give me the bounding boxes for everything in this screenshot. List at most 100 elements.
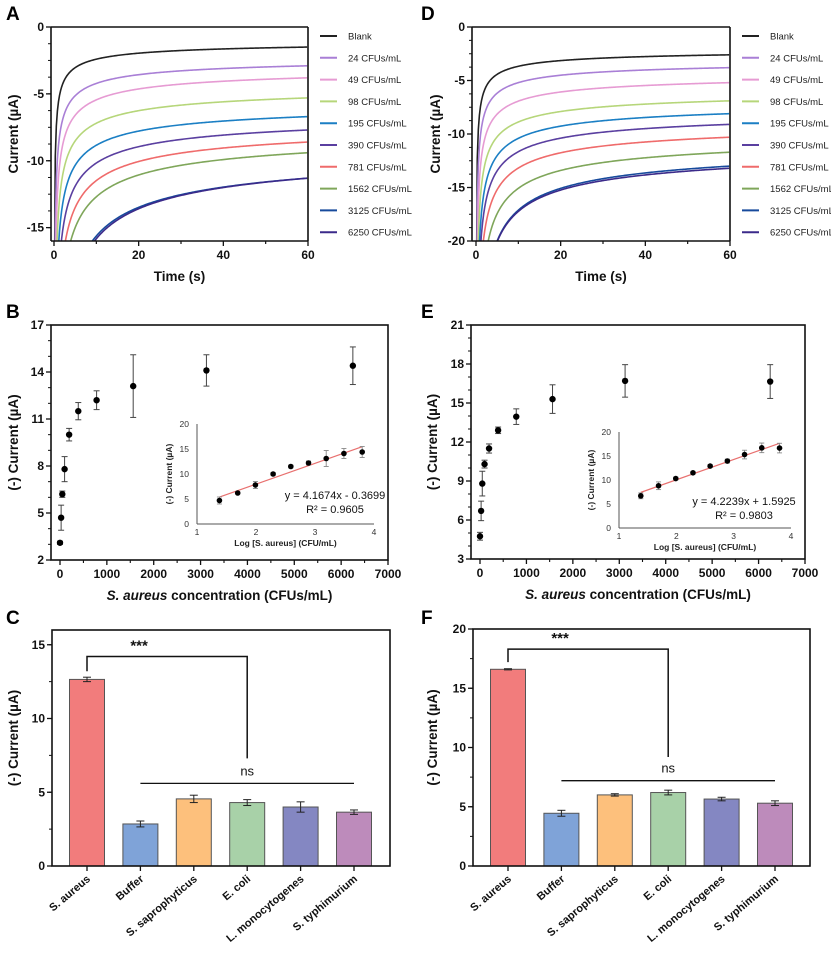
data-point — [349, 362, 357, 369]
inset-data-point — [323, 455, 330, 462]
data-point — [766, 378, 774, 385]
inset-x-tick-label: 4 — [372, 527, 377, 537]
panel-b-calibration: 0 1000 2000 3000 4000 5000 6000 7000258111417S.… — [6, 318, 402, 603]
legend-label: Blank — [348, 32, 372, 43]
ns-label: ns — [661, 761, 675, 776]
y-axis-title: (-) Current (µA) — [425, 394, 440, 490]
inset-y-tick-label: 0 — [606, 523, 611, 533]
plot-frame — [50, 324, 389, 561]
data-point — [485, 445, 493, 452]
fit-equation: y = 4.2239x + 1.5925 — [692, 496, 795, 508]
bar-5 — [336, 811, 372, 867]
inset-data-point — [359, 449, 366, 455]
x-axis-title: Time (s) — [575, 269, 627, 284]
inset-x-tick-label: 2 — [674, 531, 679, 541]
inset-data-point — [216, 497, 223, 504]
inset-y-tick-label: 5 — [184, 494, 189, 504]
y-tick-label: 5 — [38, 785, 45, 799]
y-axis-title: Current (µA) — [428, 94, 443, 173]
legend-label: 1562 CFUs/mL — [770, 184, 831, 195]
x-axis-title: S. aureus concentration (CFUs/mL) — [525, 587, 751, 602]
x-axis-title-rest: concentration (CFUs/mL) — [167, 588, 332, 603]
series-line-9 — [496, 167, 730, 241]
series-line-2 — [476, 81, 730, 241]
legend-label: 781 CFUs/mL — [348, 162, 407, 173]
bar-4 — [282, 806, 319, 867]
y-tick-label: 6 — [457, 513, 464, 527]
panel-letter-e: E — [421, 302, 434, 323]
series-line-1 — [476, 66, 730, 241]
inset-x-tick-label: 4 — [789, 531, 794, 541]
x-tick-label: 6000 — [745, 566, 772, 580]
legend-label: 195 CFUs/mL — [348, 119, 407, 130]
legend-label: 49 CFUs/mL — [770, 75, 823, 86]
data-point — [203, 367, 210, 374]
inset-x-tick-label: 3 — [731, 531, 736, 541]
legend-label: 49 CFUs/mL — [348, 75, 401, 86]
x-axis-title-italic: S. aureus — [525, 587, 586, 602]
inset-data-point — [252, 482, 259, 488]
panel-a-chronoamperometry: 0 20 40 60 0 -5 -10 -15 Time (s) Current (µA) Blan… — [6, 20, 412, 284]
bar-5 — [757, 802, 793, 867]
x-tick-label: 0 — [51, 248, 58, 262]
inset-fit-line — [219, 446, 363, 498]
series-line-5 — [480, 123, 730, 241]
y-tick-label: 0 — [38, 859, 45, 873]
y-axis-title: (-) Current (µA) — [425, 689, 440, 785]
legend-label: 1562 CFUs/mL — [348, 184, 412, 195]
category-label: E. coli — [221, 873, 254, 903]
inset-plot: 1 2 3 4 0 5 10 15 20 Log [S. aureus] (CFU/mL) (-) … — [164, 419, 385, 548]
series-line-2 — [55, 77, 308, 241]
x-tick-label: 20 — [132, 248, 146, 262]
y-axis-title: Current (µA) — [6, 94, 21, 173]
category-label: E. coli — [642, 873, 675, 903]
data-point — [75, 407, 82, 415]
data-point — [65, 431, 73, 438]
legend-label: 24 CFUs/mL — [770, 53, 823, 64]
plot-frame — [470, 324, 806, 560]
data-point — [477, 507, 485, 515]
x-tick-label: 60 — [301, 248, 315, 262]
inset-x-tick-label: 1 — [195, 527, 200, 537]
fit-r-squared: R² = 0.9803 — [715, 510, 773, 522]
inset-y-tick-label: 15 — [180, 444, 190, 454]
y-tick-label: 15 — [453, 681, 467, 695]
y-tick-label: 21 — [451, 318, 465, 332]
x-tick-label: 3000 — [606, 566, 633, 580]
inset-data-point — [341, 450, 347, 457]
series-line-6 — [64, 141, 308, 241]
x-tick-label: 2000 — [560, 566, 587, 580]
inset-y-tick-label: 10 — [180, 469, 190, 479]
inset-x-tick-label: 2 — [254, 527, 259, 537]
category-label: S. aureus — [47, 873, 93, 914]
inset-x-axis-title: Log [S. aureus] (CFU/mL) — [654, 542, 757, 552]
x-tick-label: 6000 — [328, 567, 355, 581]
y-tick-label: 0 — [459, 859, 466, 873]
inset-data-point — [672, 475, 679, 482]
significance-bracket — [86, 655, 248, 759]
series-line-6 — [482, 136, 730, 241]
x-tick-label: 40 — [217, 248, 231, 262]
x-tick-label: 1000 — [94, 567, 121, 581]
inset-data-point — [741, 451, 748, 458]
y-tick-label: 20 — [453, 622, 467, 636]
legend-label: 6250 CFUs/mL — [348, 228, 412, 239]
x-tick-label: 60 — [723, 248, 737, 262]
y-tick-label: 15 — [451, 396, 465, 410]
x-tick-label: 20 — [554, 248, 568, 262]
inset-y-tick-label: 5 — [606, 499, 611, 509]
legend-label: 390 CFUs/mL — [348, 141, 407, 152]
bar-3 — [229, 802, 266, 867]
series-line-4 — [478, 112, 730, 241]
y-tick-label: 15 — [32, 638, 46, 652]
y-tick-label: 17 — [31, 318, 45, 332]
legend-label: 98 CFUs/mL — [348, 97, 401, 108]
y-tick-label: 0 — [458, 20, 465, 34]
x-tick-label: 4000 — [652, 566, 679, 580]
legend-label: 98 CFUs/mL — [770, 97, 823, 108]
y-tick-label: -15 — [27, 221, 45, 235]
y-tick-label: 0 — [37, 20, 44, 34]
data-point — [481, 460, 488, 468]
